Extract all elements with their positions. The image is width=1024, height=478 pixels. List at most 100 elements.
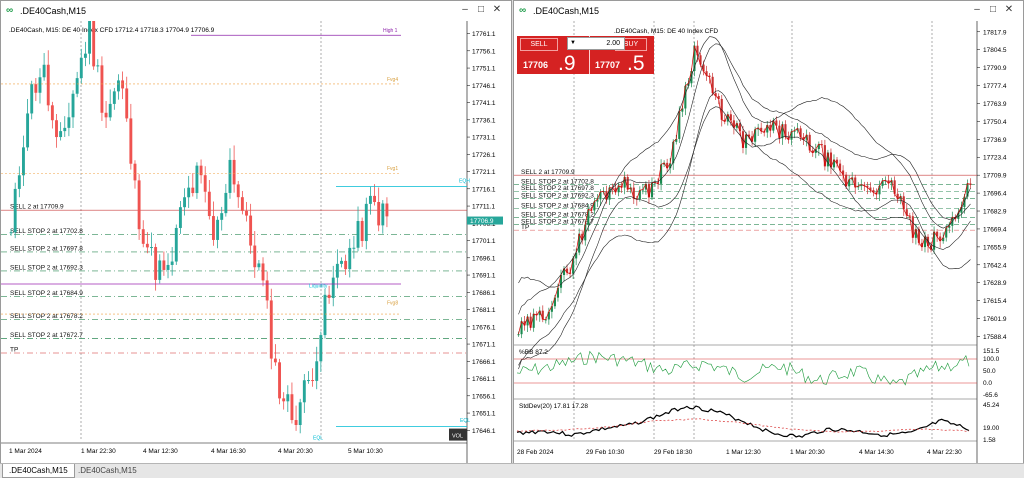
candle-body <box>13 188 17 233</box>
candle-body <box>236 184 240 198</box>
vol-badge-label: VOL <box>452 434 463 440</box>
candle-body <box>790 131 793 140</box>
price-chart-left[interactable]: .DE40Cash, M15: DE 40 Index CFD 17712.4 … <box>1 21 511 463</box>
candle-body <box>550 306 553 312</box>
candle-body <box>150 247 153 249</box>
candle-body <box>923 236 927 248</box>
candle-body <box>22 147 25 176</box>
candle-body <box>678 111 681 139</box>
candle-body <box>872 190 875 193</box>
candle-body <box>257 263 261 268</box>
order-label: SELL STOP 2 at 17684.9 <box>521 202 594 209</box>
time-tick-label: 29 Feb 10:30 <box>586 449 625 456</box>
volume-dropdown-icon[interactable]: ▼ <box>570 40 576 46</box>
candle-body <box>377 201 381 226</box>
indicator-label: %BB 87.2 <box>519 349 548 356</box>
price-tick-label: 17682.9 <box>983 209 1007 216</box>
candle-body <box>538 310 541 316</box>
order-label: SELL STOP 2 at 17692.3 <box>10 264 83 271</box>
annotation-label: Liquidity <box>309 283 328 289</box>
candle-body <box>269 300 273 359</box>
time-tick-label: 1 Mar 22:30 <box>81 448 116 455</box>
price-tick-label: 17756.1 <box>472 48 496 55</box>
ask-price-pips: .5 <box>627 52 645 75</box>
candle-body <box>720 98 723 120</box>
candle-body <box>732 120 735 128</box>
candle-body <box>290 394 294 421</box>
tab-chart-2[interactable]: .DE40Cash,M15 <box>78 466 137 475</box>
candle-body <box>660 164 663 184</box>
price-tick-label: 17709.9 <box>983 173 1007 180</box>
price-tick-label: 17651.1 <box>472 411 496 418</box>
maximize-icon[interactable]: □ <box>989 4 997 15</box>
candle-body <box>663 162 666 165</box>
tab-chart-1[interactable]: .DE40Cash,M15 <box>2 464 75 478</box>
price-tick-label: 17691.1 <box>472 273 496 280</box>
candle-body <box>282 398 286 402</box>
band-line <box>518 106 971 366</box>
chart-window-left[interactable]: ∞ .DE40Cash,M15 – □ ✕ .DE40Cash, M15: DE 4… <box>0 0 512 463</box>
candle-body <box>286 394 290 402</box>
time-tick-label: 4 Mar 14:30 <box>859 449 894 456</box>
price-tick-label: 17628.9 <box>983 280 1007 287</box>
candle-body <box>881 180 884 186</box>
chart-background <box>1 21 511 463</box>
candle-body <box>672 141 675 164</box>
candle-body <box>273 358 277 363</box>
order-label: SELL STOP 2 at 17702.8 <box>10 228 83 235</box>
candle-body <box>129 118 133 164</box>
price-chart-right[interactable]: .DE40Cash, M15: DE 40 Index CFD SELL 2 at… <box>514 21 1023 463</box>
candle-body <box>158 260 162 280</box>
minimize-icon[interactable]: – <box>974 4 980 15</box>
candle-body <box>675 138 678 142</box>
candle-body <box>799 128 802 137</box>
candle-body <box>319 335 323 362</box>
candle-body <box>896 193 899 199</box>
candle-body <box>245 210 248 216</box>
sell-button[interactable]: SELL <box>520 38 558 51</box>
candle-body <box>596 199 599 202</box>
candle-body <box>381 203 385 226</box>
band-line <box>518 90 971 370</box>
candle-body <box>183 197 186 208</box>
candle-body <box>820 144 823 146</box>
price-tick-label: 17615.4 <box>983 298 1007 305</box>
candle-body <box>778 125 781 139</box>
close-icon[interactable]: ✕ <box>492 4 502 15</box>
volume-value: 2.00 <box>606 40 620 47</box>
chart-background <box>514 21 1023 463</box>
window-titlebar-left[interactable]: ∞ .DE40Cash,M15 – □ ✕ <box>1 1 511 22</box>
price-tick-label: 17696.4 <box>983 191 1007 198</box>
candle-body <box>323 294 327 336</box>
bid-price-main: 17706 <box>523 60 549 70</box>
candle-body <box>212 216 215 240</box>
candle-body <box>532 313 535 328</box>
candle-body <box>942 237 945 242</box>
volume-input[interactable]: ▼ 2.00 <box>567 37 625 50</box>
candle-body <box>587 209 590 225</box>
price-tick-label: 17763.9 <box>983 101 1007 108</box>
chart-icon: ∞ <box>519 5 527 16</box>
candle-body <box>562 268 566 275</box>
candle-body <box>735 123 738 128</box>
band-line <box>518 43 971 315</box>
chart-window-right[interactable]: ∞ .DE40Cash,M15 – □ ✕ .DE40Cash, M15: DE 4… <box>513 0 1024 463</box>
candle-body <box>278 362 281 399</box>
close-icon[interactable]: ✕ <box>1004 4 1014 15</box>
candle-body <box>298 402 302 426</box>
candle-body <box>34 84 38 93</box>
indicator-tick-label: 151.5 <box>983 348 1000 355</box>
candle-body <box>96 65 100 67</box>
candle-body <box>228 159 232 193</box>
candle-body <box>348 247 352 270</box>
candle-body <box>368 195 372 204</box>
indicator-tick-label: 0.0 <box>983 380 992 387</box>
minimize-icon[interactable]: – <box>462 4 468 15</box>
candle-body <box>55 120 58 138</box>
window-titlebar-right[interactable]: ∞ .DE40Cash,M15 – □ ✕ <box>514 1 1023 22</box>
indicator-tick-label: 45.24 <box>983 402 1000 409</box>
candle-body <box>199 165 203 176</box>
candle-body <box>857 186 860 188</box>
maximize-icon[interactable]: □ <box>477 4 485 15</box>
candle-body <box>307 380 310 382</box>
